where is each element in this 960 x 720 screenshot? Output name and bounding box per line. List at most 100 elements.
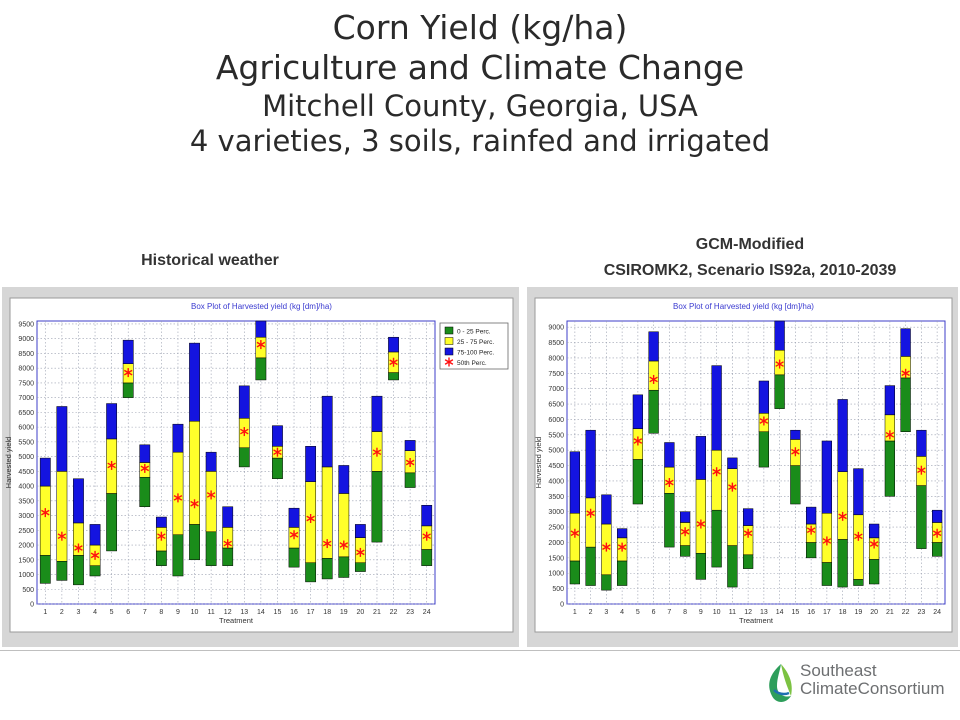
box-segment-0-25 — [742, 554, 754, 569]
box-segment-0-25 — [664, 493, 675, 548]
box-segment-75-100 — [255, 320, 267, 338]
median-marker — [339, 540, 349, 550]
box-segment-75-100 — [238, 385, 250, 419]
median-marker — [586, 508, 595, 518]
x-tick-label: 2 — [589, 609, 593, 616]
median-marker — [190, 499, 199, 509]
y-tick-label: 1000 — [18, 572, 34, 579]
y-tick-label: 2500 — [18, 528, 34, 535]
box-segment-0-25 — [222, 547, 234, 566]
divider — [0, 650, 960, 651]
x-tick-label: 8 — [683, 609, 687, 616]
box-segment-0-25 — [632, 459, 644, 505]
x-tick-label: 3 — [604, 609, 608, 616]
box-segment-0-25 — [421, 549, 433, 566]
y-tick-label: 5500 — [18, 439, 34, 446]
box-segment-0-25 — [238, 447, 250, 468]
box-segment-0-25 — [404, 472, 416, 488]
chart-title: Box Plot of Harvested yield (kg [dm]/ha) — [191, 302, 332, 311]
box-treatment-8 — [155, 516, 167, 566]
box-treatment-14 — [255, 320, 267, 381]
median-marker — [602, 542, 611, 552]
median-marker — [223, 539, 232, 549]
box-treatment-1 — [569, 451, 581, 585]
box-segment-25-75 — [205, 471, 217, 533]
median-marker — [869, 539, 879, 549]
box-segment-75-100 — [632, 394, 644, 429]
box-treatment-10 — [189, 342, 200, 561]
y-tick-label: 4000 — [548, 478, 564, 485]
box-treatment-10 — [711, 365, 722, 568]
left-panel-label: Historical weather — [141, 252, 279, 269]
box-segment-0-25 — [679, 545, 691, 557]
y-axis-label: Harvested yield — [4, 437, 13, 489]
median-marker — [256, 340, 266, 350]
box-segment-75-100 — [189, 342, 200, 422]
box-segment-75-100 — [569, 451, 581, 514]
box-segment-75-100 — [354, 524, 366, 538]
box-segment-25-75 — [189, 420, 200, 525]
y-tick-label: 9000 — [548, 325, 564, 332]
legend-label: 50th Perc. — [457, 360, 487, 367]
box-segment-0-25 — [172, 534, 184, 577]
box-segment-0-25 — [371, 471, 383, 543]
box-treatment-19 — [853, 468, 864, 586]
median-marker — [57, 531, 67, 541]
box-segment-0-25 — [388, 372, 399, 381]
box-segment-75-100 — [664, 442, 675, 468]
box-segment-75-100 — [853, 468, 864, 516]
median-marker — [405, 458, 415, 467]
box-segment-75-100 — [56, 406, 68, 472]
box-segment-75-100 — [679, 511, 691, 523]
x-tick-label: 10 — [191, 609, 199, 616]
box-segment-25-75 — [695, 479, 707, 554]
y-tick-label: 0 — [560, 602, 564, 609]
box-treatment-13 — [238, 385, 250, 468]
y-tick-label: 8500 — [18, 351, 34, 358]
box-segment-75-100 — [288, 507, 300, 528]
box-segment-75-100 — [205, 451, 217, 472]
box-segment-0-25 — [139, 476, 151, 507]
box-treatment-20 — [354, 524, 366, 572]
y-tick-label: 5000 — [18, 454, 34, 461]
x-tick-label: 10 — [713, 609, 721, 616]
box-segment-75-100 — [790, 429, 801, 440]
box-segment-75-100 — [616, 528, 628, 539]
legend-swatch — [444, 326, 454, 335]
box-segment-0-25 — [354, 562, 366, 572]
left-box-plot: Box Plot of Harvested yield (kg [dm]/ha)… — [4, 297, 514, 633]
y-tick-label: 7500 — [548, 371, 564, 378]
legend-swatch — [444, 337, 454, 345]
box-treatment-22 — [388, 336, 399, 381]
x-tick-label: 7 — [667, 609, 671, 616]
box-segment-75-100 — [900, 328, 911, 357]
box-treatment-24 — [931, 509, 943, 557]
box-segment-75-100 — [774, 320, 785, 351]
title-block: Corn Yield (kg/ha) Agriculture and Clima… — [0, 8, 960, 159]
x-tick-label: 5 — [110, 609, 114, 616]
box-treatment-18 — [321, 395, 333, 580]
box-treatment-6 — [122, 339, 134, 398]
y-tick-label: 4500 — [18, 469, 34, 476]
median-marker — [157, 531, 166, 541]
x-tick-label: 16 — [807, 609, 815, 616]
box-segment-0-25 — [805, 542, 817, 559]
box-segment-75-100 — [742, 508, 754, 526]
y-tick-label: 6500 — [18, 410, 34, 417]
y-tick-label: 3000 — [548, 509, 564, 516]
y-tick-label: 6000 — [548, 417, 564, 424]
box-segment-0-25 — [727, 545, 738, 588]
y-tick-label: 500 — [22, 587, 34, 594]
right-box-plot: Box Plot of Harvested yield (kg [dm]/ha)… — [534, 297, 953, 633]
box-segment-0-25 — [616, 560, 628, 586]
box-segment-25-75 — [711, 449, 722, 511]
median-marker — [838, 511, 847, 521]
median-marker — [633, 436, 643, 446]
box-segment-75-100 — [601, 494, 612, 525]
box-segment-75-100 — [648, 331, 659, 362]
median-marker — [206, 490, 216, 500]
box-segment-75-100 — [139, 444, 151, 463]
box-segment-0-25 — [56, 561, 68, 581]
box-segment-0-25 — [853, 579, 864, 586]
y-tick-label: 2000 — [548, 540, 564, 547]
